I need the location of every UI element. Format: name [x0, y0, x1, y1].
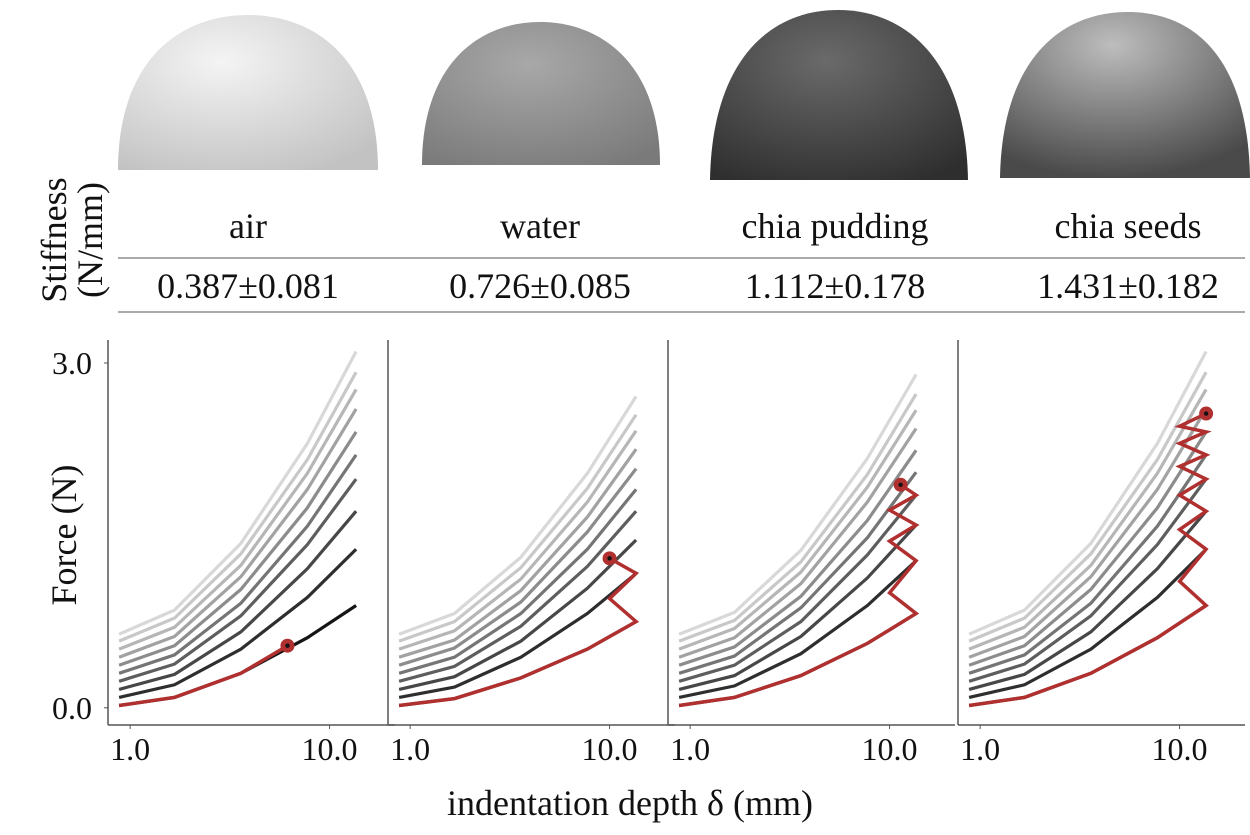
stiffness-value: 0.387±0.081	[157, 266, 339, 306]
series-line	[968, 408, 1208, 659]
end-marker-dot	[607, 556, 612, 561]
series-line	[398, 448, 638, 659]
series-line	[118, 388, 358, 651]
series-line	[398, 556, 640, 708]
series-line	[678, 494, 918, 683]
x-tick-label: 10.0	[302, 731, 358, 767]
series-line	[678, 373, 918, 636]
x-tick-label: 1.0	[960, 731, 1000, 767]
photo-chia-pudding	[710, 10, 968, 180]
series-line	[678, 471, 918, 675]
column-title: chia pudding	[742, 206, 929, 246]
end-marker-dot	[898, 482, 903, 488]
x-tick-label: 1.0	[110, 731, 150, 767]
series-line	[678, 409, 918, 651]
series-line	[118, 431, 358, 667]
series-line	[118, 453, 358, 675]
series-line	[398, 429, 638, 651]
series-line	[968, 388, 1208, 651]
stiffness-value: 1.112±0.178	[745, 266, 925, 306]
series-line	[398, 395, 638, 636]
y-tick-label: 0.0	[52, 690, 92, 726]
series-line	[118, 644, 289, 708]
row-label: Stiffness (N/mm)	[34, 177, 110, 303]
series-line	[678, 427, 918, 659]
series-line	[118, 548, 358, 699]
column-title: air	[229, 206, 267, 246]
series-line	[398, 413, 638, 643]
series-line	[398, 538, 638, 691]
series-line	[968, 510, 1208, 691]
y-tick-label: 3.0	[52, 345, 92, 381]
series-line	[118, 478, 358, 683]
end-marker-dot	[285, 643, 290, 648]
series-line	[678, 393, 918, 643]
series-line	[968, 350, 1208, 636]
series-line	[968, 453, 1208, 675]
photo-chia-seeds	[1000, 12, 1250, 178]
photo-air	[118, 15, 378, 170]
series-line	[968, 412, 1212, 708]
series-line	[118, 510, 358, 691]
series-line	[398, 510, 638, 683]
series-line	[678, 523, 918, 691]
series-line	[678, 449, 918, 667]
x-tick-label: 10.0	[1152, 731, 1208, 767]
y-axis-label: Force (N)	[44, 465, 84, 606]
x-tick-label: 10.0	[582, 731, 638, 767]
stiffness-value: 1.431±0.182	[1037, 266, 1219, 306]
series-line	[968, 548, 1208, 699]
column-title: chia seeds	[1055, 206, 1202, 246]
series-line	[678, 483, 920, 708]
series-line	[398, 488, 638, 675]
series-line	[398, 467, 638, 667]
series-line	[968, 431, 1208, 667]
x-tick-label: 1.0	[390, 731, 430, 767]
series-line	[118, 350, 358, 636]
series-line	[118, 371, 358, 643]
end-marker-dot	[1203, 411, 1209, 416]
series-line	[678, 559, 918, 699]
series-line	[398, 572, 638, 699]
series-line	[118, 408, 358, 659]
x-tick-label: 1.0	[670, 731, 710, 767]
column-title: water	[500, 206, 580, 246]
series-line	[968, 478, 1208, 683]
x-tick-label: 10.0	[862, 731, 918, 767]
stiffness-value: 0.726±0.085	[449, 266, 631, 306]
x-axis-label: indentation depth δ (mm)	[447, 783, 813, 823]
series-line	[968, 371, 1208, 643]
photo-water	[422, 22, 660, 165]
